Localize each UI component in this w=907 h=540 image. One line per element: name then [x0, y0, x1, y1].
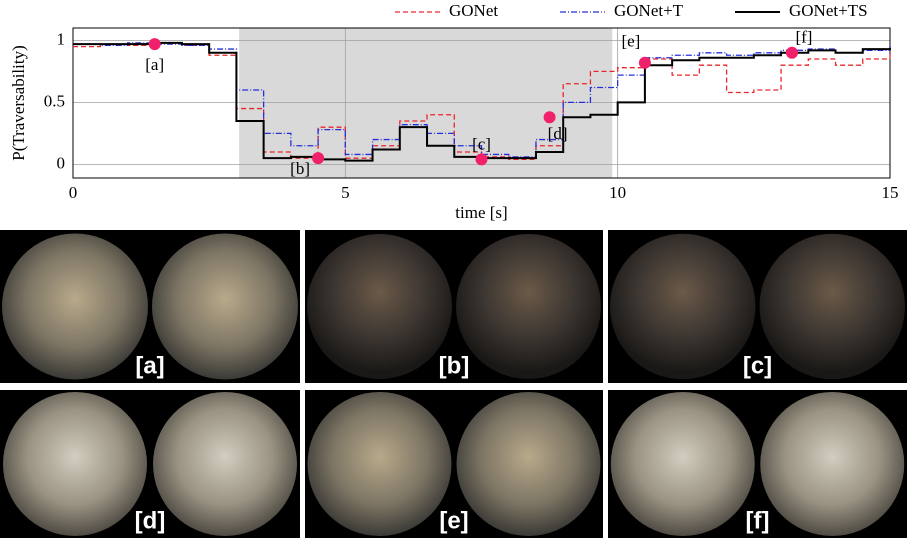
fisheye-image [610, 392, 755, 536]
marker [148, 38, 161, 51]
fisheye-image [2, 233, 148, 380]
y-tick-label: 1 [57, 29, 66, 48]
y-tick-label: 0 [57, 153, 66, 172]
marker-label: [d] [548, 124, 568, 143]
marker [543, 111, 556, 124]
y-axis-label: P(Traversability) [9, 45, 28, 161]
fisheye-image [307, 392, 452, 536]
panel-label: [a] [135, 352, 164, 379]
marker [312, 152, 325, 165]
fisheye-image [759, 233, 905, 380]
marker-label: [a] [145, 55, 164, 74]
legend-label: GONet+T [614, 1, 684, 20]
panel-label: [e] [439, 507, 468, 534]
legend-label: GONet+TS [789, 1, 868, 20]
legend-label: GONet [449, 1, 498, 20]
fisheye-image [3, 392, 147, 536]
axes-frame [72, 27, 891, 179]
x-tick-label: 15 [882, 183, 899, 202]
marker-label: [c] [472, 134, 491, 153]
panel-label: [f] [746, 507, 770, 534]
x-axis-label: time [s] [455, 203, 507, 222]
shaded-region [239, 28, 613, 178]
marker [785, 46, 798, 59]
panel-label: [c] [743, 352, 772, 379]
marker [638, 56, 651, 69]
step-line [73, 42, 891, 161]
x-tick-label: 10 [609, 183, 626, 202]
x-tick-label: 0 [69, 183, 78, 202]
y-tick-label: 0.5 [44, 91, 65, 110]
marker-label: [e] [621, 32, 640, 51]
marker-label: [b] [290, 159, 310, 178]
panel-label: [d] [135, 507, 166, 534]
fisheye-image [456, 234, 601, 379]
fisheye-image [152, 233, 298, 380]
image-grid: [a] [b] [c] [d] [e] [f] [0, 230, 907, 538]
x-tick-label: 5 [341, 183, 350, 202]
fisheye-image [307, 234, 452, 379]
fisheye-image [153, 392, 297, 536]
marker-label: [f] [795, 28, 812, 47]
fisheye-image [760, 392, 905, 536]
panel-label: [b] [439, 352, 470, 379]
marker [475, 153, 488, 166]
fisheye-image [610, 233, 756, 380]
fisheye-image [456, 392, 601, 536]
